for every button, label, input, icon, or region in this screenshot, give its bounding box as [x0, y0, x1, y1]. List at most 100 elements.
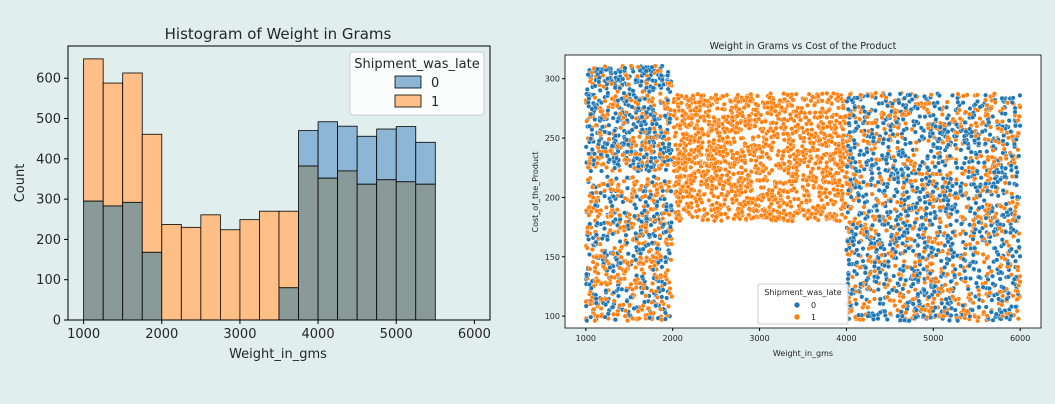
scatter-point-1	[957, 116, 963, 122]
scatter-point-1	[1012, 212, 1018, 218]
scatter-point-0	[983, 92, 989, 98]
scatter-point-0	[856, 198, 862, 204]
scatter-point-1	[908, 236, 914, 242]
scatter-point-1	[735, 92, 741, 98]
scatter-point-1	[677, 190, 683, 196]
scatter-point-0	[844, 247, 850, 253]
scatter-point-1	[833, 125, 839, 131]
scatter-point-1	[910, 296, 916, 302]
scatter-point-0	[589, 127, 595, 133]
scatter-point-0	[968, 205, 974, 211]
scatter-point-1	[711, 137, 717, 143]
scatter-point-1	[658, 184, 664, 190]
scatter-point-0	[615, 98, 621, 104]
scatter-point-1	[873, 120, 879, 126]
scatter-point-1	[954, 146, 960, 152]
scatter-point-1	[654, 187, 660, 193]
scatter-point-1	[813, 160, 819, 166]
scatter-point-0	[916, 166, 922, 172]
scatter-point-1	[636, 134, 642, 140]
scatter-point-0	[946, 257, 952, 263]
scatter-point-0	[894, 189, 900, 195]
scatter-point-1	[977, 115, 983, 121]
scatter-point-1	[944, 271, 950, 277]
scatter-point-1	[1010, 217, 1016, 223]
scatter-point-1	[1017, 104, 1023, 110]
scatter-point-0	[969, 129, 975, 135]
scatter-point-1	[914, 147, 920, 153]
scatter-point-1	[718, 175, 724, 181]
scatter-point-1	[626, 82, 632, 88]
scatter-point-1	[987, 202, 993, 208]
scatter-point-1	[1014, 308, 1020, 314]
scatter-point-0	[885, 259, 891, 265]
scatter-point-1	[746, 148, 752, 154]
scatter-point-0	[937, 193, 943, 199]
scatter-point-1	[621, 120, 627, 126]
scatter-point-1	[954, 130, 960, 136]
scatter-point-1	[655, 143, 661, 149]
scatter-point-1	[1010, 293, 1016, 299]
scatter-point-1	[813, 175, 819, 181]
scatter-point-0	[1017, 253, 1023, 259]
scatter-point-1	[942, 179, 948, 185]
scatter-point-0	[919, 134, 925, 140]
histogram-bar-1	[200, 214, 221, 321]
scatter-point-0	[859, 294, 865, 300]
scatter-point-1	[930, 204, 936, 210]
scatter-point-1	[766, 197, 772, 203]
scatter-point-0	[953, 160, 959, 166]
scatter-point-1	[1005, 218, 1011, 224]
scatter-point-1	[926, 100, 932, 106]
scatter-point-1	[697, 107, 703, 113]
scatter-point-0	[891, 176, 897, 182]
scatter-point-1	[869, 93, 875, 99]
scatter-point-0	[663, 167, 669, 173]
scatter-point-1	[686, 204, 692, 210]
scatter-point-0	[864, 229, 870, 235]
scatter-point-0	[868, 240, 874, 246]
scatter-point-0	[877, 301, 883, 307]
scatter-point-0	[883, 157, 889, 163]
scatter-point-1	[751, 149, 757, 155]
scatter-point-1	[760, 168, 766, 174]
scatter-point-1	[865, 304, 871, 310]
scatter-point-1	[943, 223, 949, 229]
histogram-x-tick-label: 3000	[223, 327, 256, 342]
scatter-point-0	[1010, 95, 1016, 101]
scatter-point-0	[913, 314, 919, 320]
scatter-point-1	[724, 151, 730, 157]
scatter-point-0	[661, 196, 667, 202]
scatter-point-0	[927, 218, 933, 224]
scatter-point-1	[652, 263, 658, 269]
scatter-title: Weight in Grams vs Cost of the Product	[710, 41, 897, 52]
scatter-point-1	[686, 151, 692, 157]
scatter-point-0	[923, 175, 929, 181]
scatter-point-1	[836, 142, 842, 148]
scatter-point-1	[737, 175, 743, 181]
scatter-point-1	[884, 294, 890, 300]
scatter-point-1	[701, 191, 707, 197]
scatter-point-1	[633, 142, 639, 148]
scatter-point-1	[798, 109, 804, 115]
scatter-point-0	[922, 114, 928, 120]
scatter-point-1	[666, 179, 672, 185]
scatter-point-1	[771, 207, 777, 213]
scatter-point-1	[847, 112, 853, 118]
scatter-point-1	[658, 306, 664, 312]
scatter-point-1	[817, 137, 823, 143]
scatter-point-1	[900, 304, 906, 310]
scatter-point-1	[643, 140, 649, 146]
scatter-point-1	[817, 109, 823, 115]
scatter-point-1	[967, 297, 973, 303]
scatter-point-1	[800, 184, 806, 190]
scatter-point-0	[875, 179, 881, 185]
scatter-point-0	[937, 124, 943, 130]
scatter-point-1	[694, 199, 700, 205]
scatter-point-0	[659, 264, 665, 270]
scatter-point-1	[671, 99, 677, 105]
scatter-point-0	[648, 159, 654, 165]
scatter-point-1	[882, 126, 888, 132]
scatter-point-1	[724, 134, 730, 140]
